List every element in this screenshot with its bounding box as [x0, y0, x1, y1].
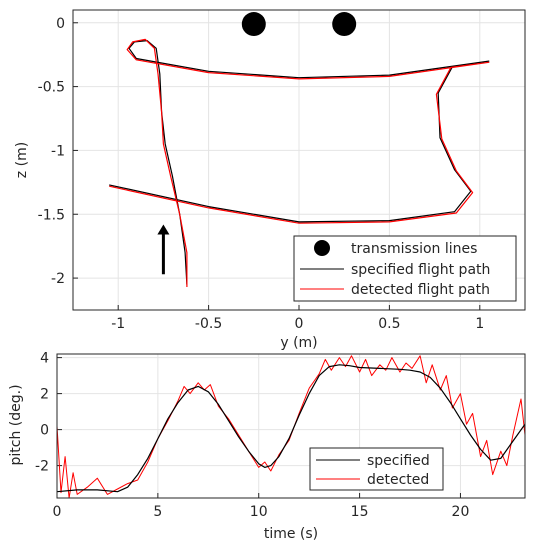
- top-legend: transmission lines specified flight path…: [293, 235, 517, 302]
- bottom-axes-box: [56, 353, 526, 499]
- top-flight-paths: [109, 38, 490, 287]
- top-y-axis-label: z (m): [14, 142, 30, 178]
- bottom-pitch-series: [57, 355, 525, 498]
- specified-pitch-line: [57, 364, 525, 493]
- legend-detected: detected: [367, 472, 429, 488]
- top-x-tick-label-1: -0.5: [195, 316, 222, 332]
- top-arrow: [157, 224, 170, 275]
- bottom-x-axis-label: time (s): [264, 526, 318, 542]
- top-y-tick-label-4: -2: [51, 271, 65, 287]
- top-tick-labels: -1 -0.5 0 0.5 1 0 -0.5 -1 -1.5 -2: [38, 16, 485, 332]
- top-y-tick-label-2: -1: [51, 143, 65, 159]
- top-x-tick-label-2: 0: [295, 316, 304, 332]
- legend-specified-flight-path: specified flight path: [351, 262, 490, 278]
- bottom-x-tick-label-2: 10: [250, 504, 268, 520]
- top-x-tick-label-4: 1: [475, 316, 484, 332]
- legend-specified: specified: [367, 453, 430, 469]
- top-x-tick-label-3: 0.5: [378, 316, 400, 332]
- legend-transmission-lines: transmission lines: [351, 241, 477, 257]
- bottom-y-tick-label-1: 2: [40, 387, 49, 403]
- specified-flight-path-line: [109, 39, 490, 285]
- bottom-grid: [56, 354, 525, 498]
- bottom-legend: specified detected: [309, 447, 444, 491]
- bottom-x-tick-label-0: 0: [53, 504, 62, 520]
- detected-pitch-line: [57, 355, 525, 498]
- legend-transmission-marker: [314, 240, 330, 256]
- bottom-legend-box: [309, 447, 444, 491]
- top-y-tick-label-0: 0: [56, 16, 65, 32]
- transmission-line-marker-0: [241, 12, 266, 37]
- bottom-x-tick-label-1: 5: [153, 504, 162, 520]
- top-grid: [73, 10, 525, 310]
- bottom-x-tick-label-3: 15: [351, 504, 369, 520]
- arrow-head: [157, 224, 170, 235]
- top-y-tick-label-1: -0.5: [38, 80, 65, 96]
- bottom-x-tick-label-4: 20: [452, 504, 470, 520]
- detected-flight-path-line: [109, 38, 490, 287]
- transmission-line-marker-1: [332, 12, 357, 37]
- top-axes-box: [72, 9, 526, 311]
- top-transmission-lines: [241, 12, 357, 37]
- bottom-y-axis-label: pitch (deg.): [8, 384, 24, 465]
- top-x-tick-label-0: -1: [111, 316, 125, 332]
- top-x-axis-label: y (m): [280, 335, 317, 351]
- bottom-y-tick-label-2: 0: [40, 423, 49, 439]
- legend-detected-flight-path: detected flight path: [351, 282, 490, 298]
- top-y-tick-label-3: -1.5: [38, 207, 65, 223]
- bottom-y-tick-label-3: -2: [35, 459, 49, 475]
- bottom-y-tick-label-0: 4: [40, 351, 49, 367]
